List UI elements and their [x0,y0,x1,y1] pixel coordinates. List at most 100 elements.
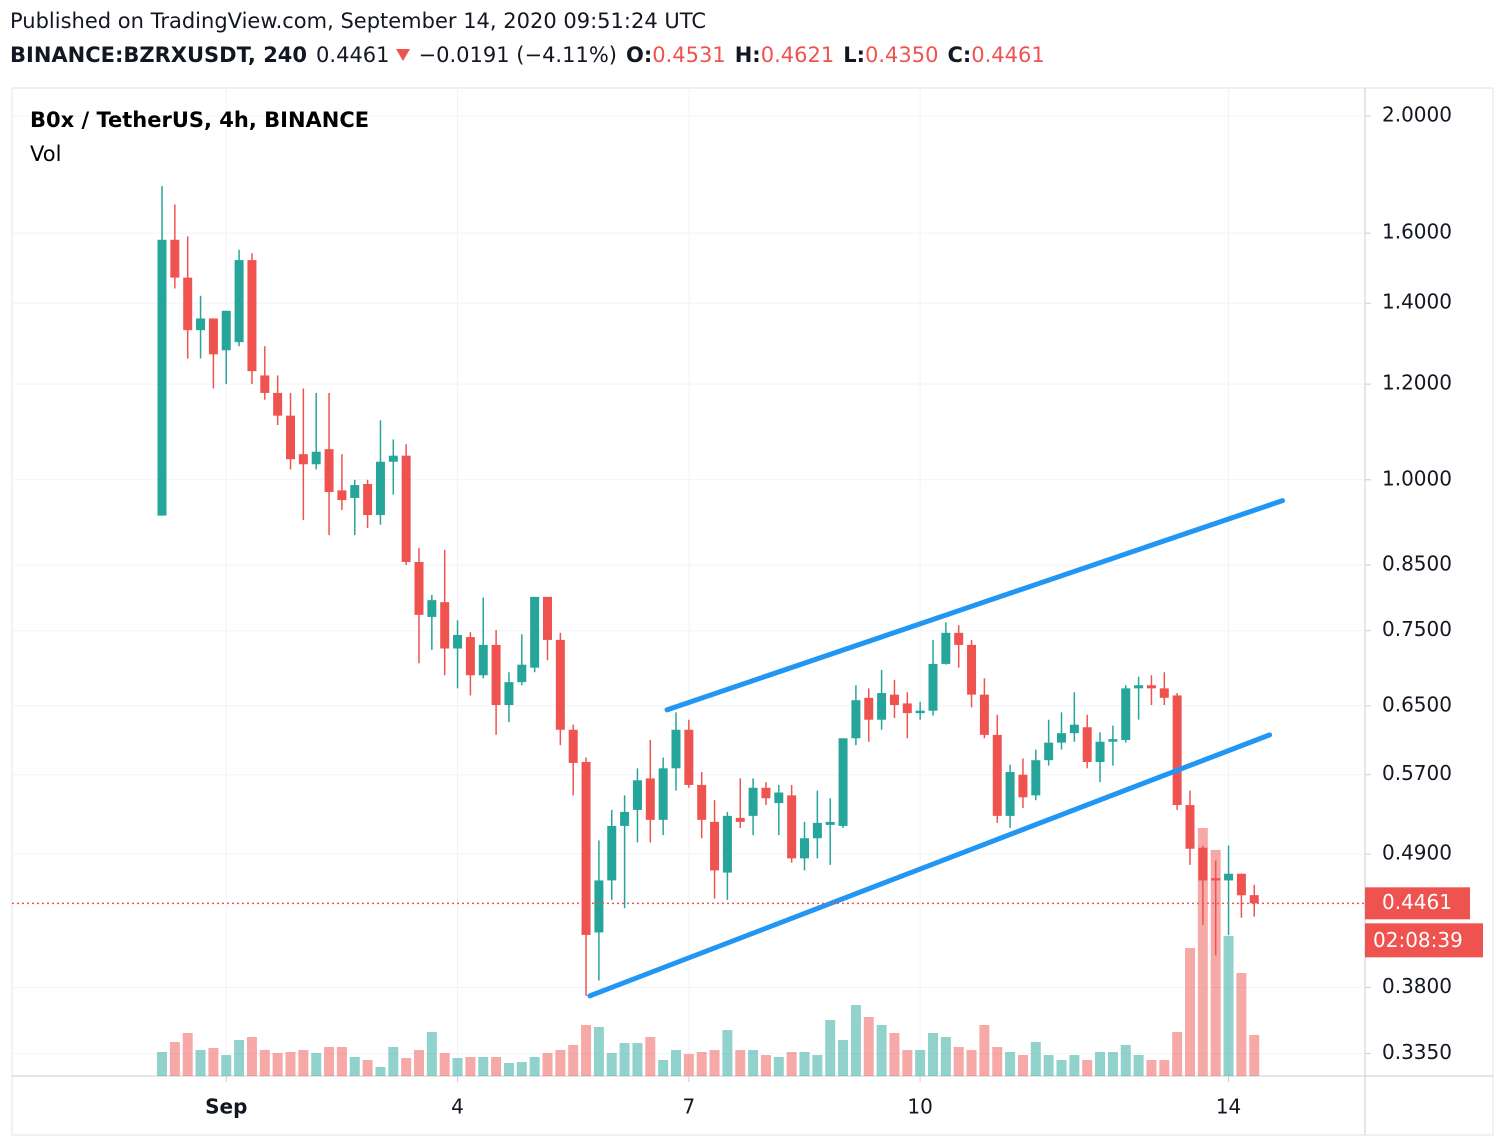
candle-body [491,644,501,706]
candle-body [414,561,424,615]
volume-bar [169,1042,180,1076]
candle-body [1211,878,1221,881]
volume-bar [850,1005,861,1076]
volume-bar [1107,1052,1118,1076]
candle-body [1185,805,1195,849]
candle-body [427,600,437,617]
volume-bar [285,1052,296,1076]
candle-body [208,318,218,355]
volume-bar [593,1027,604,1076]
last-price-box [1365,887,1470,920]
candle-body [388,455,398,462]
ohlc-value: 0.4350 [864,43,939,67]
volume-bar [555,1050,566,1076]
candle-body [465,637,475,676]
ohlc-key: L: [843,43,865,67]
volume-bar [1017,1055,1028,1076]
volume-bar [1249,1035,1260,1076]
volume-bar [760,1055,771,1076]
candle-body [607,825,617,881]
countdown: 02:08:39 [1373,928,1463,952]
candle-body [504,682,514,706]
volume-bar [786,1052,797,1076]
y-tick-label: 2.0000 [1382,103,1452,127]
change: −0.0191 (−4.11%) [418,43,617,67]
candle-body [1005,771,1015,816]
volume-bar [1133,1055,1144,1076]
volume-bar [349,1057,360,1076]
candle-body [543,596,552,640]
candle-body [671,729,681,769]
candle-body [979,694,989,735]
candle-body [748,787,758,816]
volume-bar [272,1053,283,1076]
candle-body [196,318,206,331]
volume-bar [362,1060,373,1076]
y-tick-label: 0.3800 [1382,974,1452,998]
volume-bar [863,1017,874,1076]
candles [157,186,1259,996]
candle-body [825,821,835,825]
candle-body [298,454,308,465]
candle-body [568,729,578,763]
volume-label: Vol [30,142,61,166]
volume-bar [221,1055,232,1076]
candle-body [902,703,912,714]
candle-body [864,697,874,720]
candle-body [851,700,861,739]
candle-body [350,485,360,498]
volume-bar [182,1033,193,1076]
candle-body [697,784,707,820]
volume-bar [516,1062,527,1076]
candle-body [800,838,809,859]
volume-bar [259,1050,270,1076]
candle-body [889,694,899,706]
volume-bar [1005,1052,1016,1076]
candle-body [183,277,193,331]
x-tick-label: 7 [682,1095,695,1119]
candle-body [1121,688,1131,740]
candle-body [1018,774,1028,798]
trendlines [587,498,1286,999]
candle-body [555,639,565,730]
candle-body [1236,873,1246,896]
volume-bar [439,1053,450,1076]
ohlc-key: O: [625,43,653,67]
x-tick-label: Sep [205,1095,247,1119]
candle-body [1172,695,1182,806]
volume-bar [388,1047,399,1076]
candle-body [157,239,167,516]
candle-body [658,768,668,820]
ohlc-key: C: [947,43,972,67]
volume-bar [979,1025,990,1076]
volume-bar [426,1032,437,1076]
candle-body [337,490,347,501]
volume-bar [1069,1055,1080,1076]
ohlc-value: 0.4621 [760,43,835,67]
volume-bar [696,1052,707,1076]
volume-bar [529,1057,540,1076]
volume-bar [1056,1060,1067,1076]
candle-body [774,792,784,804]
volume-bar [722,1030,733,1076]
candle-body [620,811,630,826]
candle-body [478,644,488,676]
candle-body [247,260,257,372]
candle-body [735,817,745,822]
candle-body [1146,685,1156,689]
volume-bar [658,1060,669,1076]
y-tick-label: 1.4000 [1382,290,1452,314]
volume-bar [735,1050,746,1076]
candle-body [787,795,797,859]
candle-body [928,663,938,711]
volume-bar [581,1025,592,1076]
volume-bar [1030,1042,1041,1076]
volume-bar [157,1052,167,1076]
candle-body [1198,847,1208,881]
x-tick-label: 4 [451,1095,464,1119]
volume-bar [928,1033,938,1076]
volume-bar [876,1025,887,1076]
volume-bar [503,1063,514,1076]
candle-body [1095,741,1105,762]
